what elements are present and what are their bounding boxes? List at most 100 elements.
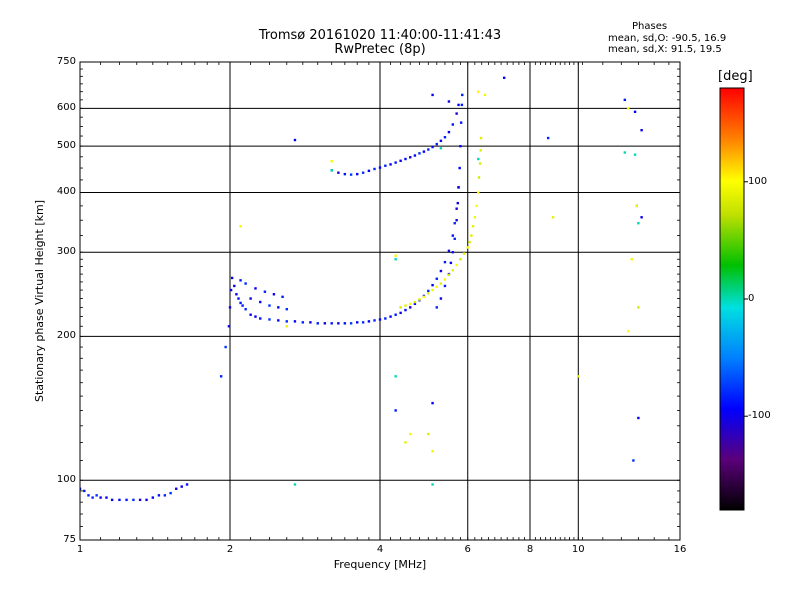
data-point: [475, 204, 478, 208]
y-tick-label: 75: [63, 534, 76, 545]
data-point: [293, 320, 297, 323]
data-point: [479, 136, 483, 140]
data-point: [263, 290, 267, 293]
data-point: [623, 151, 627, 154]
data-point: [138, 498, 142, 502]
data-point: [449, 261, 453, 265]
data-point: [451, 269, 455, 272]
colorbar-ticks: [744, 181, 748, 417]
data-point: [455, 219, 458, 222]
data-point: [633, 153, 637, 156]
data-point: [285, 320, 288, 323]
data-point: [228, 306, 232, 309]
data-point: [455, 263, 458, 267]
data-point: [633, 110, 637, 114]
data-point: [418, 152, 421, 155]
data-point: [233, 284, 236, 288]
chart-subtitle: RwPretec (8p): [334, 42, 426, 57]
data-point: [502, 76, 506, 80]
data-point: [439, 297, 443, 300]
data-point: [361, 171, 365, 174]
data-point: [355, 172, 359, 176]
x-tick-label: 2: [226, 544, 234, 555]
data-point: [378, 166, 382, 169]
data-point: [409, 302, 412, 305]
data-point: [293, 483, 297, 486]
data-point: [404, 308, 407, 312]
phases-line-x: mean, sd,X: 91.5, 19.5: [608, 44, 722, 55]
data-point: [80, 487, 82, 490]
data-point: [95, 494, 98, 497]
data-point: [447, 273, 451, 277]
data-point: [224, 345, 227, 349]
data-point: [230, 276, 234, 280]
data-point: [394, 409, 397, 412]
phases-line-o: mean, sd,O: -90.5, 16.9: [608, 33, 727, 44]
data-point: [435, 277, 438, 280]
data-point: [249, 313, 252, 316]
data-point: [330, 322, 333, 325]
data-point: [389, 315, 392, 318]
colorbar-tick-label: 100: [748, 175, 768, 187]
data-point: [627, 330, 630, 333]
data-point: [477, 191, 480, 194]
data-point: [637, 306, 640, 309]
data-point: [577, 375, 580, 378]
data-point: [457, 186, 460, 189]
data-point: [180, 485, 183, 488]
data-point: [479, 149, 482, 152]
data-point: [145, 498, 148, 502]
data-point: [453, 222, 456, 225]
data-point: [443, 260, 447, 264]
data-point: [431, 483, 434, 486]
data-point: [259, 300, 262, 304]
data-point: [394, 161, 397, 164]
data-point: [459, 144, 462, 148]
y-tick-label: 200: [56, 330, 76, 342]
data-point: [219, 375, 223, 378]
data-point: [361, 321, 365, 324]
data-point: [637, 222, 640, 225]
data-point: [151, 496, 155, 499]
data-point: [439, 147, 443, 150]
data-point: [447, 249, 451, 253]
data-point: [281, 295, 284, 299]
data-point: [431, 288, 434, 292]
data-point: [285, 307, 288, 311]
colorbar-tick-label: -100: [748, 410, 771, 422]
data-point: [471, 225, 475, 228]
data-point: [373, 319, 376, 322]
data-point: [105, 496, 108, 499]
data-point: [157, 494, 161, 497]
data-point: [409, 156, 412, 159]
data-point: [316, 322, 319, 325]
data-point: [431, 93, 434, 97]
data-point: [427, 292, 430, 295]
data-point: [635, 204, 638, 208]
data-point: [337, 171, 340, 174]
data-point: [632, 459, 635, 462]
data-point: [229, 288, 233, 292]
data-point: [343, 322, 347, 325]
data-point: [175, 487, 178, 490]
data-point: [477, 90, 480, 93]
data-point: [83, 489, 86, 493]
data-point: [470, 234, 473, 237]
y-tick-label: 750: [56, 56, 76, 67]
data-point: [435, 142, 438, 146]
data-point: [239, 301, 242, 305]
data-point: [249, 297, 252, 300]
data-point: [447, 100, 451, 103]
data-point: [477, 157, 480, 161]
data-point: [254, 287, 257, 290]
data-point: [456, 201, 459, 205]
colorbar: [719, 87, 745, 511]
data-point: [241, 304, 244, 307]
data-point: [373, 167, 376, 171]
x-axis-label: Frequency [MHz]: [333, 558, 427, 571]
data-point: [268, 304, 271, 307]
plot-frame: [79, 61, 681, 541]
x-tick-label: 1: [76, 544, 84, 555]
data-points: [80, 76, 643, 502]
data-point: [451, 251, 455, 254]
